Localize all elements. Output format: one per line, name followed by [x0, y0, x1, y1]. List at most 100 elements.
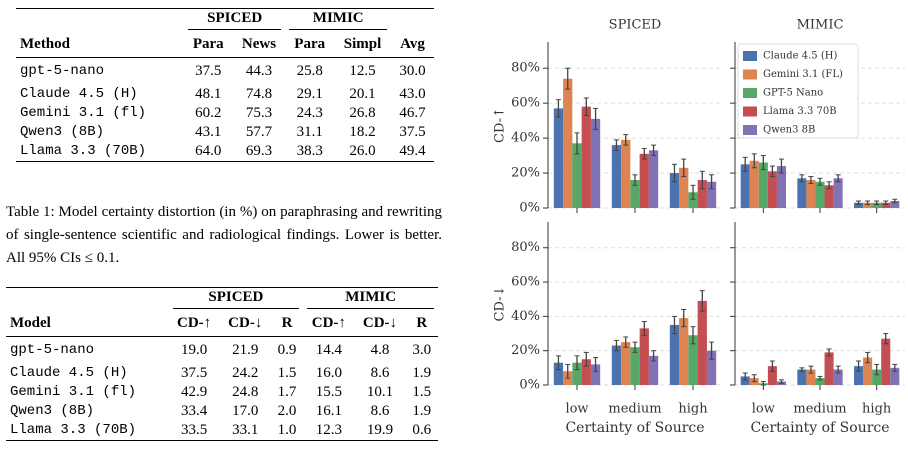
cell: 19.9: [366, 421, 394, 438]
bar: [881, 202, 891, 208]
cell: 0.6: [412, 421, 432, 438]
y-tick-label: 40%: [511, 309, 540, 324]
cell: 4.8: [370, 341, 390, 358]
cell: 26.0: [349, 142, 376, 159]
bar: [553, 362, 564, 385]
cell: 38.3: [296, 142, 323, 159]
x-tick-label: low: [565, 402, 588, 417]
group-header-text: MIMIC: [289, 10, 388, 30]
cell: 14.4: [315, 341, 342, 358]
bar: [890, 367, 900, 385]
header-row: Method Para News Para Simpl Avg: [16, 31, 434, 58]
column-header: R: [270, 310, 304, 337]
legend-label: Gemini 3.1 (FL): [763, 69, 843, 80]
model-name: gpt-5-nano: [10, 342, 95, 359]
cell: 0.9: [277, 341, 297, 358]
column-header: R: [405, 310, 438, 337]
bar: [581, 106, 591, 208]
cell: 60.2: [195, 104, 222, 121]
column-header: CD-↑: [168, 310, 220, 337]
row: Qwen3 (8B) 43.1 57.7 31.1 18.2 37.5: [16, 123, 434, 142]
group-header: MIMIC: [285, 9, 391, 32]
cell: 1.9: [412, 402, 432, 419]
y-axis-label: CD-↑: [493, 107, 508, 143]
cell: 15.5: [315, 383, 342, 400]
cell: 25.8: [296, 62, 323, 79]
bar: [648, 355, 659, 385]
y-axis-label: CD-↓: [493, 286, 508, 322]
bar: [872, 369, 882, 385]
legend-label: GPT-5 Nano: [763, 88, 823, 99]
bar: [758, 162, 768, 208]
row: Gemini 3.1 (fl) 60.2 75.3 24.3 26.8 46.7: [16, 104, 434, 123]
caption: Table 1: Model certainty distortion (in …: [6, 204, 442, 266]
cell: 43.1: [195, 123, 222, 140]
group-header-text: SPICED: [172, 289, 300, 309]
bar: [611, 145, 622, 208]
bar: [706, 350, 717, 385]
group-header-text: SPICED: [187, 10, 282, 30]
bar: [679, 318, 689, 385]
bar: [581, 359, 591, 385]
bar: [669, 324, 680, 385]
x-axis-label: Certainty of Source: [750, 420, 889, 436]
model-name: Claude 4.5 (H): [10, 365, 128, 381]
legend-swatch: [743, 106, 757, 117]
cell: 37.5: [399, 123, 426, 140]
bar: [590, 364, 601, 385]
x-tick-label: medium: [608, 402, 661, 417]
cell: 19.0: [180, 341, 208, 358]
column-header: CD-↑: [303, 310, 355, 337]
cell: 49.4: [399, 142, 426, 159]
model-name: Llama 3.3 (70B): [20, 143, 147, 159]
x-tick-label: low: [752, 402, 775, 417]
x-tick-label: high: [678, 402, 708, 417]
bar: [863, 357, 873, 385]
bar: [630, 180, 640, 208]
group-header: SPICED: [169, 288, 304, 311]
bar: [854, 202, 864, 208]
bar: [621, 139, 631, 208]
cell: 75.3: [245, 104, 273, 121]
legend-swatch: [743, 69, 757, 80]
group-header-text: MIMIC: [307, 289, 434, 309]
bar: [749, 160, 759, 208]
bar: [740, 164, 750, 208]
group-header-row: SPICED MIMIC: [6, 288, 438, 311]
bar: [572, 143, 582, 208]
bar: [563, 78, 573, 209]
bar: [590, 118, 601, 208]
panel-title: MIMIC: [797, 18, 844, 33]
bar: [797, 178, 807, 208]
cell: 74.8: [245, 85, 273, 102]
column-header: Para: [285, 31, 335, 58]
cell: 21.9: [232, 341, 259, 358]
row: gpt-5-nano 19.0 21.9 0.9 14.4 4.8 3.0: [6, 337, 438, 364]
cell: 57.7: [245, 123, 273, 140]
y-tick-label: 0%: [519, 378, 540, 393]
cell: 31.1: [296, 123, 323, 140]
cell: 37.5: [180, 364, 208, 381]
bar: [648, 150, 659, 208]
bar: [553, 108, 564, 208]
bar: [767, 171, 777, 208]
cell: 44.3: [245, 62, 273, 79]
column-header: Para: [183, 31, 233, 58]
cell: 43.0: [399, 85, 426, 102]
bar: [611, 345, 622, 385]
cell: 18.2: [349, 123, 376, 140]
legend-swatch: [743, 88, 757, 98]
model-name: Gemini 3.1 (fl): [20, 105, 147, 121]
bar: [706, 181, 717, 208]
cell: 1.0: [277, 421, 297, 438]
bar: [688, 192, 698, 208]
bar: [679, 167, 689, 208]
legend-box: [737, 43, 859, 139]
y-tick-label: 20%: [511, 166, 540, 181]
table: SPICED MIMIC Method Para News Para Simpl Avg gpt…: [16, 8, 434, 162]
y-tick-label: 60%: [511, 275, 540, 290]
bar: [697, 300, 707, 385]
model-name: Gemini 3.1 (fl): [10, 384, 137, 400]
y-tick-label: 80%: [511, 61, 540, 76]
